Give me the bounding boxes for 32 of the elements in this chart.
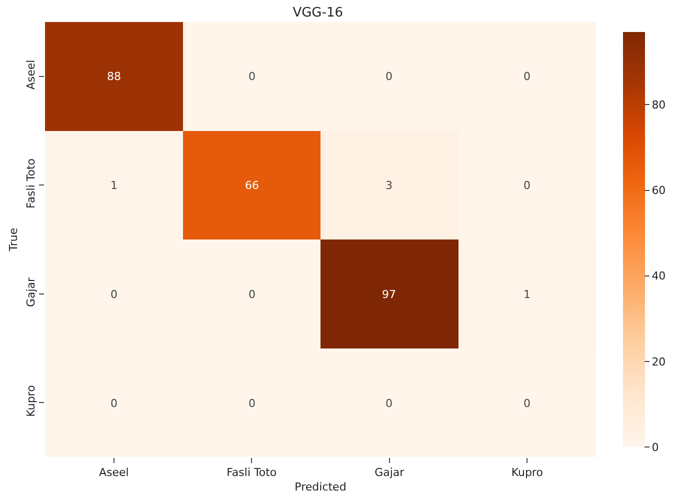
data-label: 0 (248, 396, 256, 410)
data-label: 1 (524, 288, 530, 301)
color-bar-label: 80 (652, 98, 666, 112)
data-label: 97 (382, 288, 396, 301)
data-label: 0 (524, 70, 530, 83)
color-bar-label: 0 (652, 440, 659, 454)
data-label: 0 (386, 396, 392, 410)
y-tick-label: Kupro (24, 384, 38, 417)
data-label: 0 (386, 70, 392, 83)
x-tick-label: Kupro (511, 466, 544, 480)
color-bar-label: 60 (652, 184, 666, 198)
data-label: 0 (110, 396, 118, 410)
chart-title: VGG-16 (292, 6, 343, 21)
y-axis-title: True (7, 228, 20, 252)
data-label: 0 (248, 288, 256, 301)
x-tick-label: Gajar (374, 466, 405, 480)
y-tick-label: Fasli Toto (24, 158, 38, 208)
data-label: 1 (110, 178, 118, 192)
data-label: 0 (524, 396, 530, 410)
x-tick-label: Aseel (98, 466, 129, 480)
data-label: 3 (386, 178, 392, 192)
x-tick-label: Fasli Toto (226, 466, 277, 480)
data-label: 66 (245, 178, 259, 192)
x-axis-title: Predicted (294, 480, 346, 494)
y-tick-label: Aseel (24, 60, 38, 90)
y-tick-label: Gajar (24, 276, 38, 308)
data-label: 0 (524, 178, 530, 192)
data-label: 88 (107, 70, 121, 83)
color-bar-label: 20 (652, 355, 666, 368)
color-bar-label: 40 (652, 270, 666, 283)
data-label: 0 (110, 288, 118, 301)
data-label: 0 (248, 70, 256, 83)
